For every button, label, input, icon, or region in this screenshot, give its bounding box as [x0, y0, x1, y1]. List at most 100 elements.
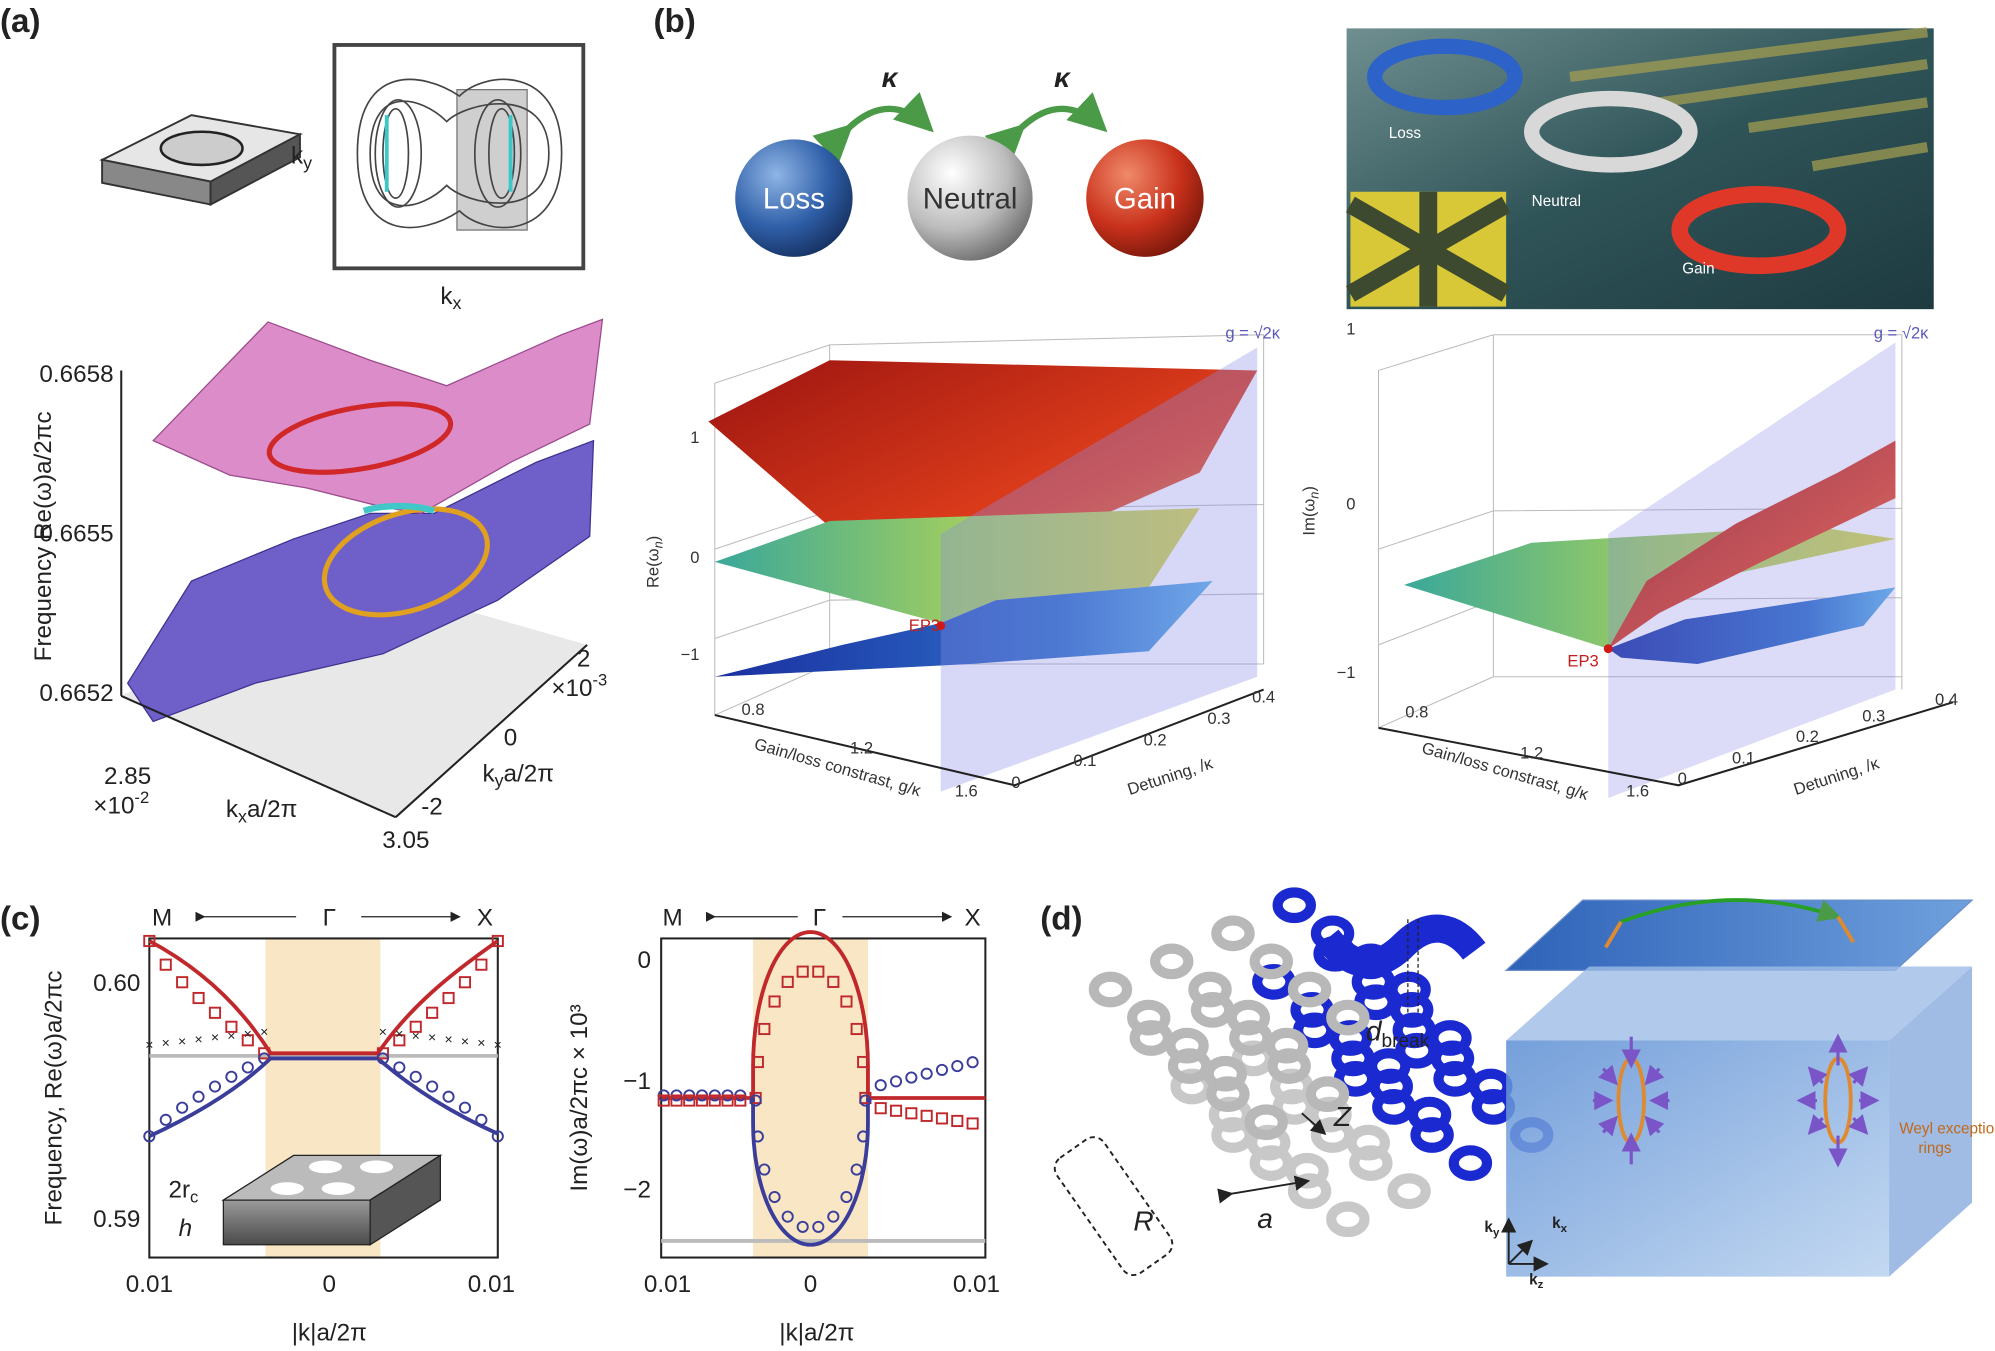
helix-turn	[1188, 971, 1232, 1008]
marker	[176, 1101, 189, 1114]
marker	[966, 1056, 979, 1069]
surface-arc	[1620, 898, 1842, 924]
helix-turn	[1264, 1027, 1309, 1064]
surface-plane	[1504, 899, 1974, 971]
marker	[159, 1113, 172, 1126]
marker	[475, 958, 488, 971]
marker	[208, 1006, 222, 1019]
y-tick-label: 0.1	[1732, 749, 1755, 768]
surface-loss	[1608, 587, 1896, 665]
coupling-arrow	[812, 91, 934, 164]
helix-turn	[1203, 1055, 1248, 1092]
path-point: X	[477, 905, 493, 932]
x-tick-label: 1.6	[1626, 782, 1649, 801]
helix-turn	[1249, 943, 1293, 980]
base: 2r	[168, 1177, 190, 1204]
sphere-label: Loss	[763, 182, 825, 215]
marker	[812, 1220, 825, 1233]
flow-arrow	[1598, 1064, 1618, 1086]
flow-arrow	[1848, 1114, 1869, 1135]
marker	[409, 1020, 422, 1033]
subscript: x	[452, 293, 461, 313]
marker	[192, 1090, 205, 1103]
y-tick-label: 0	[1011, 773, 1020, 792]
unit-cell-outline	[1053, 1136, 1174, 1277]
marker	[951, 1060, 964, 1073]
helix-turn	[1150, 943, 1194, 980]
y-tick-label: 0	[637, 947, 651, 974]
weyl-box	[1501, 898, 1974, 1277]
symbol: k	[440, 283, 453, 310]
z-tick-label: 0	[690, 548, 699, 567]
hole	[270, 1182, 304, 1195]
marker	[426, 1006, 439, 1019]
y-tick-label: -2	[421, 794, 443, 821]
marker	[143, 934, 156, 948]
helix-turn	[1387, 1173, 1431, 1210]
x-axis	[120, 694, 397, 819]
marker	[458, 976, 472, 989]
helix-turn	[1088, 971, 1133, 1008]
marker	[857, 1055, 870, 1069]
helix-turn	[1287, 971, 1332, 1008]
helix-turn	[1272, 887, 1316, 924]
marker: ×	[395, 1026, 403, 1042]
helix-segment	[1316, 914, 1486, 978]
x-tick-label: 1.2	[1520, 743, 1543, 762]
marker	[491, 934, 504, 948]
helix-turn	[1305, 1076, 1350, 1113]
contour	[488, 107, 516, 199]
panel-label: (b)	[654, 3, 696, 40]
flow-arrow	[1644, 1115, 1665, 1137]
exceptional-ring	[321, 506, 490, 618]
coupling-label: κ	[1054, 62, 1071, 93]
helix-turn	[1407, 1096, 1452, 1133]
marker	[850, 1163, 863, 1176]
subscript: y	[495, 771, 504, 791]
bz-region	[456, 88, 528, 231]
subscript: n	[650, 541, 665, 548]
marker	[920, 1109, 933, 1122]
arc-end	[1836, 915, 1855, 944]
scale-base: ×10	[551, 675, 592, 702]
helix-turn	[1211, 915, 1255, 952]
slab-hole	[159, 130, 244, 167]
marker	[935, 1112, 949, 1125]
marker: ×	[178, 1033, 186, 1049]
marker	[734, 1094, 747, 1107]
subscript: y	[303, 153, 312, 173]
arc-end	[1604, 920, 1623, 949]
plot-frame	[148, 937, 499, 1259]
z-axis-title: Im(ωn)	[1300, 486, 1322, 536]
base: Im(ω	[1300, 499, 1319, 536]
marker	[258, 1047, 271, 1060]
hole	[321, 1182, 355, 1195]
marker: ×	[162, 1035, 170, 1051]
subscript: break	[1382, 1031, 1430, 1052]
z-tick-label: 0.6655	[39, 520, 113, 547]
z-tick-label: 1	[1346, 320, 1355, 339]
marker	[241, 1034, 254, 1047]
z-tick-label: 1	[690, 428, 699, 447]
label: dbreak	[1366, 1016, 1430, 1052]
device-label: Gain	[1682, 260, 1714, 277]
z-tick-label: −1	[1337, 663, 1356, 682]
y-axis	[394, 644, 588, 818]
axis-label: kx	[1552, 1215, 1568, 1235]
marker	[376, 1052, 389, 1065]
plane-label: g = √2κ	[1225, 324, 1280, 343]
marker	[208, 1080, 222, 1093]
y-axis-title: Frequency, Re(ω)a/2πc	[40, 971, 67, 1226]
marker: ×	[379, 1024, 387, 1040]
y-tick-label: 0	[1678, 769, 1687, 788]
z-tick-label: −1	[681, 645, 700, 664]
device-label: Loss	[1389, 125, 1422, 142]
eigenvalue-plot-im	[1377, 334, 1954, 799]
markers	[657, 965, 979, 1233]
sphere-neutral	[907, 135, 1033, 261]
axis-label: kz	[1529, 1271, 1544, 1291]
ring-loss	[1367, 38, 1523, 116]
helix-lattice	[1088, 887, 1554, 1238]
x-axis-title: kxa/2π	[226, 796, 298, 826]
ring-gain	[1671, 186, 1847, 275]
